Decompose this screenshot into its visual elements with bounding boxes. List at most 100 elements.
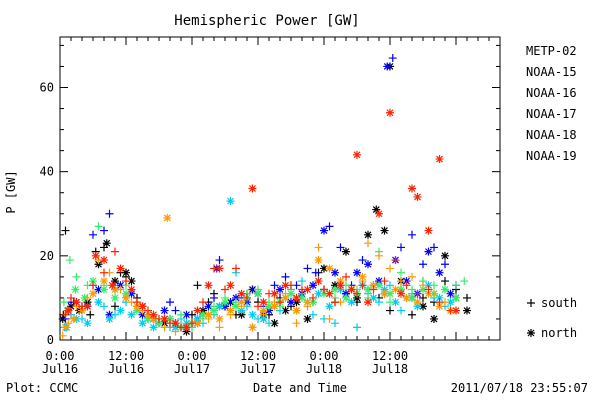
data-point-south [369, 285, 378, 294]
x-tick-label: 12:00 [108, 349, 144, 363]
data-point-south [160, 323, 169, 332]
data-point-north [325, 289, 334, 298]
data-point-south [100, 226, 108, 235]
data-point-north [281, 281, 290, 290]
data-point-south [94, 222, 103, 231]
data-point-north [100, 256, 108, 265]
data-point-north [358, 272, 367, 281]
data-point-south [65, 256, 74, 265]
data-point-north [314, 256, 323, 265]
legend-entry: NOAA-16 [526, 86, 577, 100]
data-point-north [237, 289, 246, 298]
data-point-north [199, 310, 207, 319]
data-point-north [149, 310, 158, 319]
data-point-north [419, 285, 427, 294]
data-point-north [441, 285, 449, 294]
data-point-north [149, 314, 158, 323]
data-point-north [71, 285, 80, 294]
data-point-north [281, 306, 290, 315]
data-point-south [215, 323, 224, 332]
x-axis-ticks: 0:00Jul1612:00Jul160:00Jul1712:00Jul170:… [42, 37, 501, 376]
data-point-north [237, 306, 246, 315]
data-point-north [182, 310, 191, 319]
x-tick-date: Jul17 [240, 362, 276, 376]
data-point-north [204, 281, 213, 290]
data-point-north [314, 277, 323, 286]
data-point-north [237, 310, 246, 319]
data-point-north [64, 306, 73, 315]
data-point-south [320, 285, 328, 294]
data-point-north [347, 285, 356, 294]
data-point-north [122, 293, 130, 302]
data-point-north [243, 298, 251, 307]
data-point-north [105, 314, 114, 323]
data-point-north [452, 306, 460, 315]
data-point-south [331, 298, 339, 307]
data-point-north [430, 314, 438, 323]
data-point-north [314, 289, 323, 298]
data-point-north [353, 293, 361, 302]
data-point-north [160, 306, 169, 315]
data-point-north [94, 298, 103, 307]
data-point-north [89, 277, 97, 286]
data-point-north [78, 306, 86, 315]
data-point-north [372, 205, 381, 214]
data-point-north [69, 314, 78, 323]
data-point-north [102, 239, 111, 248]
data-point-south [122, 277, 130, 286]
data-point-north [369, 281, 378, 290]
data-point-south [311, 268, 320, 277]
data-point-south [67, 293, 75, 302]
data-point-north [210, 306, 218, 315]
data-point-south [391, 256, 400, 265]
data-point-south [430, 243, 438, 252]
data-point-south [397, 277, 405, 286]
data-point-north [446, 298, 455, 307]
data-point-south [358, 281, 367, 290]
data-point-north [397, 285, 405, 294]
data-point-north [424, 281, 433, 290]
data-point-north [292, 298, 301, 307]
data-point-north [380, 226, 389, 235]
x-tick-date: Jul17 [174, 362, 210, 376]
x-tick-label: 0:00 [310, 349, 339, 363]
data-point-north [336, 285, 345, 294]
data-point-north [116, 306, 125, 315]
data-point-north [133, 306, 141, 315]
data-point-south [353, 289, 361, 298]
data-point-north [364, 230, 372, 239]
x-axis-label: Date and Time [253, 381, 347, 395]
data-point-north [193, 319, 202, 328]
data-point-north [226, 281, 235, 290]
data-point-south [397, 268, 405, 277]
data-point-north [61, 323, 70, 332]
data-point-north [331, 281, 339, 290]
data-point-north [182, 323, 191, 332]
data-point-south [193, 281, 202, 290]
data-point-north [182, 319, 191, 328]
legend-entry: NOAA-19 [526, 149, 577, 163]
data-point-south [527, 299, 535, 307]
data-point-south [402, 281, 411, 290]
data-point-north [276, 285, 284, 294]
data-point-north [204, 302, 213, 311]
data-point-south [210, 293, 218, 302]
data-point-south [59, 298, 68, 307]
data-point-north [364, 285, 372, 294]
data-point-south [331, 319, 339, 328]
data-point-north [287, 289, 295, 298]
data-point-south [144, 306, 152, 315]
data-point-south [61, 310, 70, 319]
data-point-north [248, 323, 257, 332]
data-point-north [163, 213, 172, 222]
x-tick-label: 0:00 [46, 349, 75, 363]
marker-legend-label: north [541, 326, 577, 340]
data-point-north [248, 310, 257, 319]
data-point-north [441, 251, 449, 260]
data-point-south [397, 306, 405, 315]
data-point-north [193, 306, 202, 315]
data-point-north [254, 289, 262, 298]
data-point-north [463, 306, 471, 315]
data-point-north [226, 306, 235, 315]
data-point-north [199, 306, 207, 315]
